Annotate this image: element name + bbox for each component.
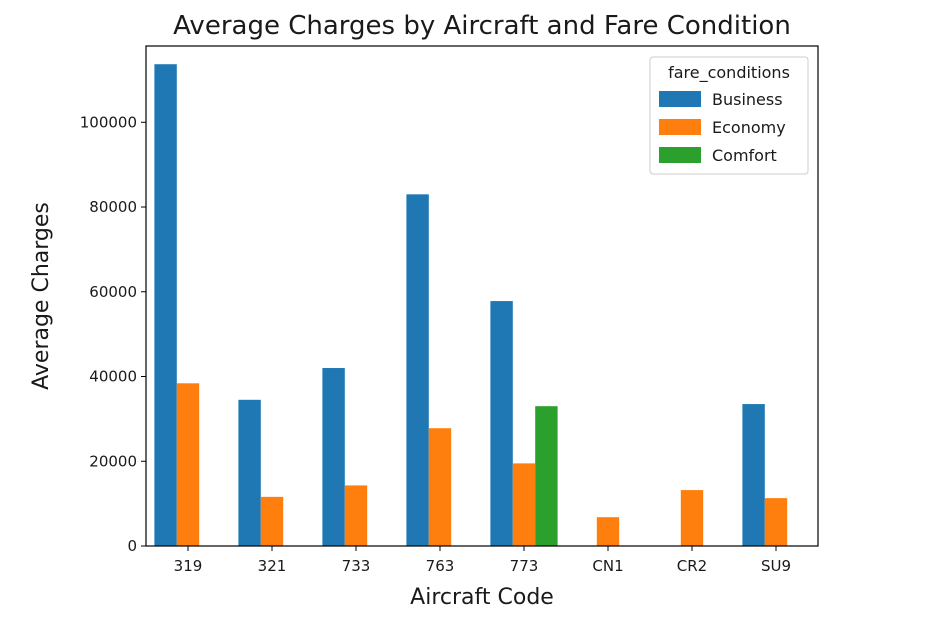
y-axis: 0 20000 40000 60000 80000 100000 bbox=[80, 113, 146, 555]
bar-business-763 bbox=[406, 194, 429, 546]
plot-frame bbox=[145, 45, 819, 547]
bar-economy-319 bbox=[176, 383, 200, 546]
y-axis-label: Average Charges bbox=[29, 202, 54, 390]
bar-economy-su9 bbox=[764, 498, 788, 546]
legend-label-economy: Economy bbox=[712, 118, 786, 137]
x-tick-label-su9: SU9 bbox=[761, 557, 791, 575]
bar-economy-733 bbox=[344, 485, 368, 546]
bar-economy-cn1 bbox=[596, 517, 620, 546]
x-tick-label-cr2: CR2 bbox=[677, 557, 707, 575]
bar-business-773 bbox=[490, 301, 513, 546]
x-tick-label-cn1: CN1 bbox=[592, 557, 623, 575]
x-tick-label-319: 319 bbox=[174, 557, 203, 575]
legend-label-business: Business bbox=[712, 90, 783, 109]
legend-swatch-business bbox=[659, 91, 701, 107]
legend-box bbox=[649, 56, 809, 175]
x-tick-label-773: 773 bbox=[510, 557, 539, 575]
y-tick-label: 0 bbox=[127, 537, 137, 555]
x-tick-label-321: 321 bbox=[258, 557, 287, 575]
y-tick-label: 20000 bbox=[89, 452, 137, 470]
x-axis-label: Aircraft Code bbox=[410, 585, 554, 610]
x-tick-label-733: 733 bbox=[342, 557, 371, 575]
bars-layer bbox=[154, 64, 788, 546]
legend-label-comfort: Comfort bbox=[712, 146, 777, 165]
bar-business-321 bbox=[238, 399, 261, 546]
y-tick-label: 40000 bbox=[89, 368, 137, 386]
y-tick-label: 60000 bbox=[89, 283, 137, 301]
y-tick-label: 100000 bbox=[80, 113, 137, 131]
bar-business-319 bbox=[154, 64, 177, 546]
legend-items: Business Economy Comfort bbox=[659, 90, 786, 165]
chart-title: Average Charges by Aircraft and Fare Con… bbox=[173, 11, 791, 41]
bar-economy-773 bbox=[512, 463, 536, 546]
bar-economy-763 bbox=[428, 428, 452, 546]
legend-swatch-economy bbox=[659, 119, 701, 135]
bar-business-su9 bbox=[742, 404, 765, 546]
legend: fare_conditions Business Economy Comfort bbox=[649, 56, 809, 175]
bar-comfort-773 bbox=[535, 406, 558, 546]
legend-title: fare_conditions bbox=[668, 63, 790, 83]
x-axis: 319 321 733 763 773 CN1 CR2 SU9 bbox=[174, 546, 791, 575]
bar-business-733 bbox=[322, 368, 345, 546]
bar-economy-cr2 bbox=[680, 490, 704, 546]
x-tick-label-763: 763 bbox=[426, 557, 455, 575]
bar-economy-321 bbox=[260, 496, 284, 546]
legend-swatch-comfort bbox=[659, 147, 701, 163]
y-tick-label: 80000 bbox=[89, 198, 137, 216]
